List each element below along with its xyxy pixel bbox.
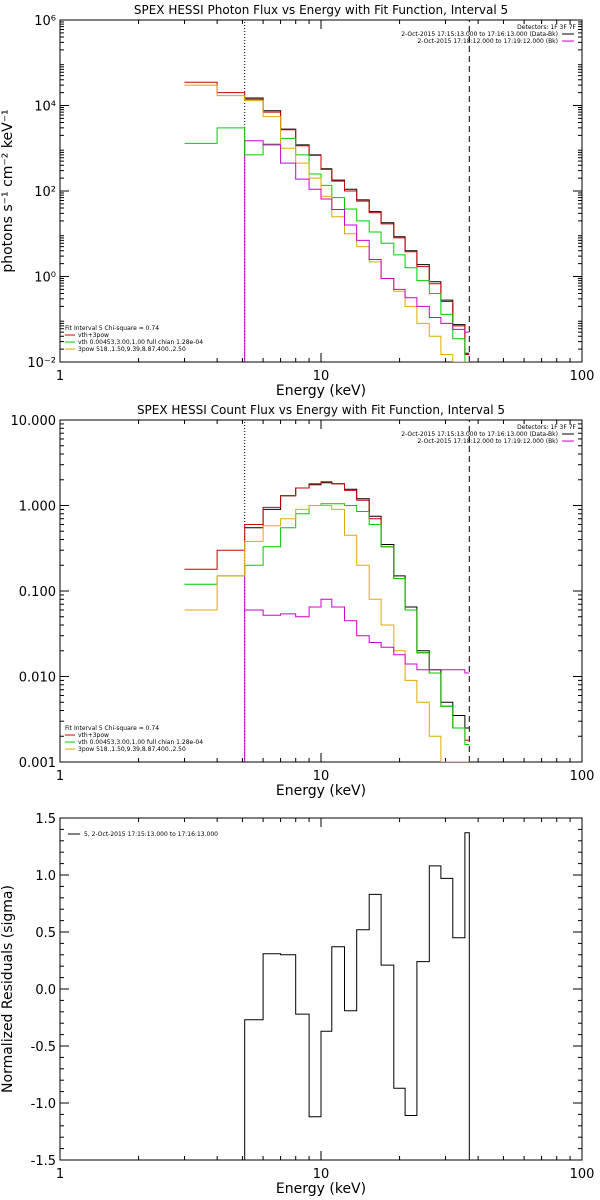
x-axis-label: Energy (keV) — [276, 1181, 366, 1197]
data-series-2 — [184, 481, 470, 741]
chart-title: SPEX HESSI Photon Flux vs Energy with Fi… — [134, 3, 508, 17]
legend-entry-label: 2-Oct-2015 17:18:12.000 to 17:19:12.000 … — [418, 38, 559, 45]
x-tick-label: 1 — [56, 369, 64, 384]
series-group — [184, 81, 470, 362]
chart-title: SPEX HESSI Count Flux vs Energy with Fit… — [137, 403, 505, 417]
y-tick-label: 1.5 — [35, 812, 56, 827]
x-tick-label: 100 — [570, 1167, 595, 1182]
fit-legend-title: Fit Interval 5 Chi-square = 0.74 — [65, 325, 159, 332]
y-tick-label: 10⁰ — [34, 271, 56, 286]
fit-legend-label: 3pow 518.,1.50,9.39,8.87,400.,2.50 — [78, 746, 186, 753]
data-series-3 — [184, 127, 470, 362]
legend-entry-label: 2-Oct-2015 17:15:13.000 to 17:16:13.000 … — [401, 431, 558, 438]
series-group — [244, 832, 470, 1160]
y-tick-label: 10⁶ — [34, 14, 56, 29]
fit-legend-label: vth 0.00453,3.00,1.00 full chian 1.28e-0… — [78, 339, 203, 346]
x-axis-label: Energy (keV) — [276, 783, 366, 799]
chart-panel-3: 1 10 100 Energy (keV) -1.5 -1.0 -0.5 0.0 0.5 1.0 1… — [0, 812, 594, 1197]
y-tick-label: 0.100 — [19, 585, 56, 600]
y-tick-label: 10² — [34, 185, 56, 200]
y-tick-label: -1.0 — [31, 1097, 56, 1112]
detectors-label: Detectors: 1F 3F 7F — [517, 24, 576, 31]
chart-panel-1: SPEX HESSI Photon Flux vs Energy with Fi… — [0, 3, 594, 399]
fit-legend-label: vth+3pow — [78, 732, 109, 739]
y-tick-label: 10⁻² — [27, 356, 56, 371]
data-series-3 — [184, 503, 470, 745]
fit-legend-label: vth+3pow — [78, 332, 109, 339]
data-series-4 — [184, 84, 470, 362]
chart-panel-2: SPEX HESSI Count Flux vs Energy with Fit… — [11, 403, 595, 799]
data-series-5 — [244, 140, 470, 333]
fit-legend-label: 3pow 518.,1.50,9.39,8.87,400.,2.50 — [78, 346, 186, 353]
plot-frame — [59, 419, 583, 763]
x-axis-label: Energy (keV) — [276, 383, 366, 399]
x-tick-label: 1 — [56, 769, 64, 784]
y-axis-label: Normalized Residuals (sigma) — [0, 885, 16, 1093]
y-tick-label: 0.5 — [35, 926, 56, 941]
detectors-label: Detectors: 1F 3F 7F — [517, 424, 576, 431]
y-tick-label: -1.5 — [31, 1154, 56, 1169]
legend-entry-label: 2-Oct-2015 17:15:13.000 to 17:16:13.000 … — [401, 31, 558, 38]
y-axis-label: photons s⁻¹ cm⁻² keV⁻¹ — [0, 109, 16, 272]
x-tick-label: 10 — [313, 769, 330, 784]
y-tick-label: 0.010 — [19, 671, 56, 686]
legend-entry-label: 2-Oct-2015 17:18:12.000 to 17:19:12.000 … — [418, 438, 559, 445]
data-series-5 — [244, 598, 470, 674]
x-tick-label: 100 — [570, 369, 595, 384]
fit-legend-label: vth 0.00453,3.00,1.00 full chian 1.28e-0… — [78, 739, 203, 746]
y-tick-label: 1.0 — [35, 869, 56, 884]
x-tick-label: 10 — [313, 369, 330, 384]
series-group — [184, 481, 470, 762]
x-tick-label: 1 — [56, 1167, 64, 1182]
legend-entry-label: 5, 2-Oct-2015 17:15:13.000 to 17:16:13.0… — [84, 831, 218, 838]
y-tick-label: -0.5 — [31, 1040, 56, 1055]
y-tick-label: 0.0 — [35, 983, 56, 998]
data-series-4 — [184, 505, 470, 762]
data-series-1 — [244, 832, 470, 1160]
data-series-1 — [244, 482, 470, 729]
data-series-2 — [184, 81, 470, 355]
y-tick-label: 10⁴ — [34, 100, 56, 115]
y-tick-label: 1.000 — [19, 500, 56, 515]
x-tick-label: 10 — [313, 1167, 330, 1182]
fit-legend-title: Fit Interval 5 Chi-square = 0.74 — [65, 725, 159, 732]
y-tick-label: 10.000 — [11, 414, 57, 429]
y-tick-label: 0.001 — [19, 756, 56, 771]
x-tick-label: 100 — [570, 769, 595, 784]
